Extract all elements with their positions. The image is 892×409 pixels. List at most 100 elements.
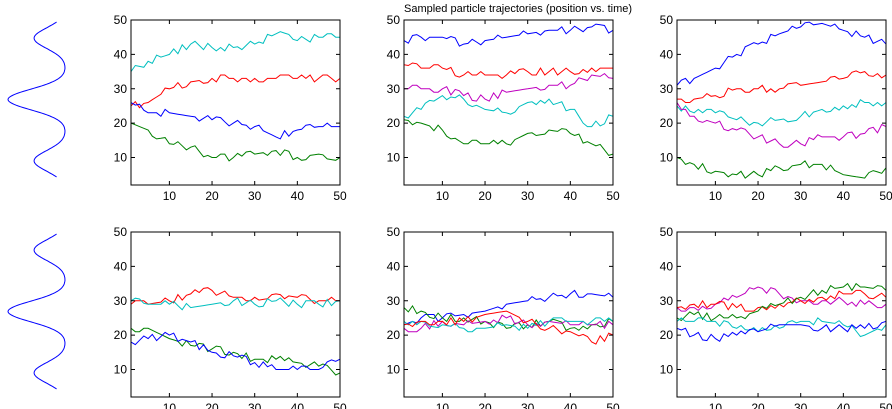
x-tick-label: 20 (478, 401, 492, 409)
y-tick-label: 10 (114, 363, 128, 377)
axes-box (130, 19, 341, 186)
y-tick-label: 50 (660, 225, 674, 239)
trajectory-3 (404, 314, 613, 333)
y-tick-label: 30 (114, 82, 128, 96)
axes-box (403, 19, 614, 186)
panel-r2-c1: 10 20 30 40 50 10 20 30 40 50 (114, 225, 347, 409)
x-tick-label: 30 (521, 401, 535, 409)
y-tick-label: 10 (387, 363, 401, 377)
x-tick-label: 40 (291, 401, 305, 409)
trajectory-5 (677, 157, 886, 179)
trajectory-2 (404, 304, 613, 331)
series-group (677, 21, 886, 179)
x-tick-label: 20 (478, 189, 492, 203)
y-tick-label: 20 (387, 328, 401, 342)
x-tick-label: 40 (564, 401, 578, 409)
x-tick-label: 50 (879, 189, 892, 203)
y-tick-label: 50 (114, 225, 128, 239)
series-group (131, 287, 340, 376)
x-tick-label: 30 (248, 189, 262, 203)
y-tick-label: 20 (660, 116, 674, 130)
series-group (677, 282, 886, 343)
trajectory-5 (404, 119, 613, 156)
trajectory-3 (131, 102, 340, 140)
panel-r1-c3: 10 20 30 40 50 10 20 30 40 50 (660, 13, 892, 203)
figure-title: Sampled particle trajectories (position … (404, 3, 632, 15)
y-tick-label: 50 (660, 13, 674, 27)
axes-box (676, 19, 887, 186)
y-tick-label: 20 (114, 328, 128, 342)
trajectory-3 (131, 327, 340, 376)
y-tick-label: 30 (387, 294, 401, 308)
trajectory-3 (677, 282, 886, 322)
density-curve-row1 (7, 21, 66, 178)
panel-r1-c1: 10 20 30 40 50 10 20 30 40 50 (114, 13, 347, 203)
trajectory-2 (677, 289, 886, 312)
x-tick-label: 20 (751, 401, 765, 409)
series-group (404, 289, 613, 345)
x-tick-label: 50 (606, 401, 620, 409)
x-tick-label: 10 (709, 189, 723, 203)
panels: 10 20 30 40 50 10 20 30 40 50 10 20 30 40 50 10 20 30 40 50… (114, 13, 892, 409)
trajectory-5 (677, 320, 886, 343)
x-tick-label: 50 (606, 189, 620, 203)
y-tick-label: 40 (660, 259, 674, 273)
panel-r2-c3: 10 20 30 40 50 10 20 30 40 50 (660, 225, 892, 409)
panel-r1-c2: 10 20 30 40 50 10 20 30 40 50 (387, 13, 620, 203)
trajectory-2 (404, 62, 613, 80)
trajectory-2 (131, 297, 340, 311)
trajectory-1 (404, 23, 613, 47)
x-tick-label: 50 (333, 189, 347, 203)
side-densities (7, 21, 66, 390)
x-tick-label: 50 (879, 401, 892, 409)
y-tick-label: 30 (660, 294, 674, 308)
trajectory-4 (404, 317, 613, 333)
x-tick-label: 10 (163, 401, 177, 409)
trajectory-2 (677, 70, 886, 103)
trajectory-4 (131, 331, 340, 371)
series-group (131, 31, 340, 162)
y-tick-label: 40 (387, 259, 401, 273)
y-tick-label: 50 (114, 13, 128, 27)
y-tick-label: 10 (114, 151, 128, 165)
y-tick-label: 40 (114, 259, 128, 273)
x-tick-label: 10 (436, 189, 450, 203)
x-tick-label: 30 (794, 189, 808, 203)
series-group (404, 23, 613, 156)
trajectory-1 (677, 286, 886, 312)
trajectory-1 (677, 21, 886, 86)
y-tick-label: 50 (387, 13, 401, 27)
x-tick-label: 50 (333, 401, 347, 409)
trajectory-5 (404, 310, 613, 345)
axes-box (403, 231, 614, 398)
x-tick-label: 20 (205, 189, 219, 203)
x-tick-label: 20 (751, 189, 765, 203)
y-tick-label: 30 (114, 294, 128, 308)
trajectory-1 (404, 289, 613, 326)
x-tick-label: 40 (837, 189, 851, 203)
density-curve-row2 (7, 233, 66, 390)
x-tick-label: 10 (436, 401, 450, 409)
trajectory-4 (131, 122, 340, 162)
axes-box (676, 231, 887, 398)
y-tick-label: 10 (387, 151, 401, 165)
x-tick-label: 10 (163, 189, 177, 203)
trajectory-4 (404, 94, 613, 128)
axes-box (130, 231, 341, 398)
x-tick-label: 10 (709, 401, 723, 409)
x-tick-label: 40 (564, 189, 578, 203)
trajectory-1 (131, 287, 340, 305)
y-tick-label: 40 (660, 47, 674, 61)
panel-r2-c2: 10 20 30 40 50 10 20 30 40 50 (387, 225, 620, 409)
x-tick-label: 30 (794, 401, 808, 409)
trajectory-3 (677, 98, 886, 127)
y-tick-label: 20 (114, 116, 128, 130)
x-tick-label: 40 (837, 401, 851, 409)
x-tick-label: 30 (521, 189, 535, 203)
trajectory-2 (131, 74, 340, 109)
x-tick-label: 30 (248, 401, 262, 409)
y-tick-label: 50 (387, 225, 401, 239)
y-tick-label: 40 (387, 47, 401, 61)
trajectory-4 (677, 102, 886, 148)
